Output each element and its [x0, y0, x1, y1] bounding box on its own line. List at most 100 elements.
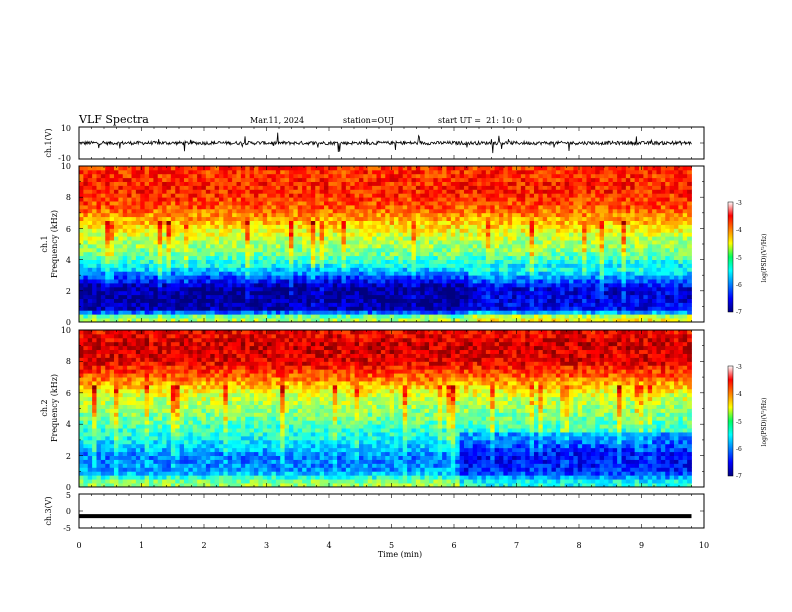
- spectrogram-cell: [302, 275, 307, 280]
- spectrogram-cell: [118, 177, 124, 182]
- spectrogram-cell: [525, 310, 531, 315]
- spectrogram-cell: [407, 251, 412, 257]
- spectrogram-cell: [525, 212, 531, 218]
- spectrogram-cell: [127, 201, 132, 206]
- spectrogram-cell: [144, 232, 150, 237]
- spectrogram-cell: [542, 279, 548, 284]
- spectrogram-cell: [267, 314, 272, 319]
- spectrogram-cell: [477, 220, 482, 225]
- spectrogram-cell: [135, 205, 141, 210]
- spectrogram-cell: [555, 189, 561, 194]
- spectrogram-cell: [83, 228, 89, 233]
- spectrogram-cell: [481, 259, 487, 264]
- spectrogram-cell: [442, 247, 447, 253]
- spectrogram-cell: [551, 302, 557, 307]
- spectrogram-cell: [310, 205, 316, 210]
- spectrogram-cell: [192, 169, 198, 175]
- spectrogram-cell: [590, 185, 596, 190]
- spectrogram-cell: [284, 279, 290, 284]
- spectrogram-cell: [131, 169, 137, 175]
- spectrogram-cell: [227, 224, 233, 229]
- spectrogram-cell: [437, 193, 443, 198]
- spectrogram-cell: [114, 294, 119, 299]
- spectrogram-cell: [188, 244, 194, 249]
- spectrogram-cell: [582, 247, 587, 253]
- spectrogram-cell: [236, 247, 242, 253]
- spectrogram-cell: [468, 267, 474, 272]
- spectrogram-cell: [520, 302, 526, 307]
- spectrogram-cell: [551, 216, 557, 221]
- spectrogram-cell: [341, 189, 347, 194]
- spectrogram-cell: [429, 318, 434, 323]
- spectrogram-cell: [236, 267, 242, 272]
- spectrogram-cell: [437, 283, 443, 288]
- spectrogram-cell: [569, 205, 574, 210]
- spectrogram-cell: [192, 310, 198, 315]
- spectrogram-cell: [245, 232, 251, 237]
- spectrogram-cell: [162, 220, 167, 225]
- spectrogram-cell: [96, 216, 102, 221]
- spectrogram-cell: [127, 240, 132, 245]
- spectrogram-cell: [450, 251, 456, 257]
- spectrogram-cell: [429, 240, 434, 245]
- spectrogram-cell: [306, 294, 312, 299]
- spectrogram-cell: [481, 205, 487, 210]
- spectrogram-cell: [118, 263, 124, 268]
- spectrogram-cell: [166, 247, 172, 253]
- spectrogram-cell: [289, 236, 294, 241]
- spectrogram-cell: [529, 228, 535, 233]
- spectrogram-cell: [459, 314, 465, 319]
- spectrogram-cell: [363, 166, 369, 171]
- spectrogram-cell: [100, 283, 106, 288]
- spectrogram-cell: [92, 314, 97, 319]
- spectrogram-cell: [367, 177, 373, 182]
- spectrogram-cell: [192, 177, 198, 182]
- spectrogram-cell: [310, 286, 316, 292]
- spectrogram-cell: [376, 267, 382, 272]
- spectrogram-cell: [214, 228, 220, 233]
- spectrogram-cell: [429, 286, 434, 292]
- spectrogram-cell: [135, 294, 141, 299]
- spectrogram-cell: [227, 181, 233, 186]
- spectrogram-cell: [604, 240, 609, 245]
- spectrogram-cell: [96, 255, 102, 260]
- spectrogram-cell: [547, 251, 552, 257]
- spectrogram-cell: [284, 263, 290, 268]
- spectrogram-cell: [87, 271, 93, 276]
- spectrogram-cell: [210, 244, 216, 249]
- spectrogram-cell: [114, 271, 119, 276]
- spectrogram-cell: [411, 193, 417, 198]
- spectrogram-cell: [446, 181, 452, 186]
- spectrogram-cell: [590, 181, 596, 186]
- spectrogram-cell: [407, 310, 412, 315]
- spectrogram-cell: [490, 216, 496, 221]
- spectrogram-cell: [529, 318, 535, 323]
- spectrogram-cell: [599, 271, 605, 276]
- spectrogram-cell: [214, 286, 220, 292]
- spectrogram-cell: [472, 298, 478, 303]
- spectrogram-cell: [359, 244, 364, 249]
- spectrogram-cell: [315, 169, 321, 175]
- spectrogram-cell: [109, 290, 115, 296]
- spectrogram-cell: [310, 302, 316, 307]
- spectrogram-cell: [271, 185, 277, 190]
- spectrogram-cell: [293, 224, 299, 229]
- spectrogram-cell: [455, 224, 461, 229]
- spectrogram-cell: [577, 286, 583, 292]
- spectrogram-cell: [446, 197, 452, 202]
- spectrogram-cell: [446, 310, 452, 315]
- spectrogram-cell: [433, 236, 439, 241]
- spectrogram-cell: [590, 201, 596, 206]
- spectrogram-cell: [166, 271, 172, 276]
- spectrogram-cell: [512, 306, 517, 311]
- spectrogram-cell: [564, 220, 570, 225]
- spectrogram-cell: [170, 236, 176, 241]
- spectrogram-cell: [429, 197, 434, 202]
- spectrogram-cell: [135, 177, 141, 182]
- spectrogram-cell: [319, 290, 325, 296]
- spectrogram-cell: [564, 318, 570, 323]
- spectrogram-cell: [455, 271, 461, 276]
- spectrogram-cell: [201, 279, 207, 284]
- spectrogram-cell: [83, 275, 89, 280]
- spectrogram-cell: [332, 286, 338, 292]
